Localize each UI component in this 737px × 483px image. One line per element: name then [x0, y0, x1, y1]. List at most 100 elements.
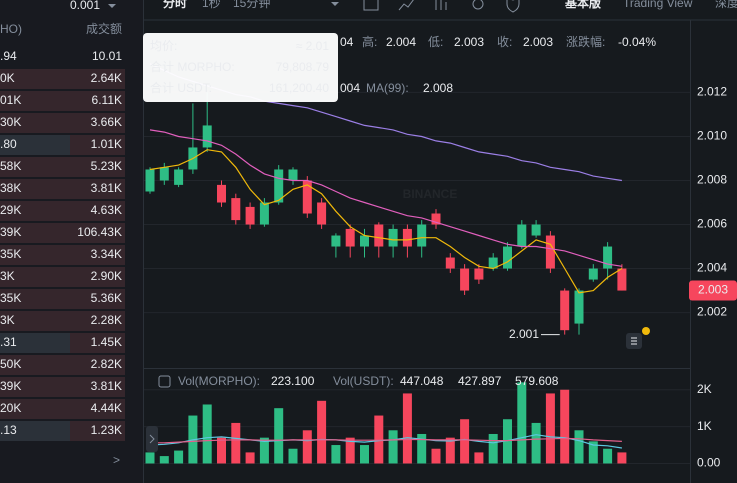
row-amount: 1.45K	[91, 335, 122, 349]
row-amount: 5.23K	[91, 159, 122, 173]
candle-body	[345, 228, 355, 247]
depth-bar	[0, 289, 125, 309]
volume-bar	[517, 382, 527, 464]
row-price: 58K	[0, 159, 21, 173]
notification-dot	[642, 327, 650, 335]
volume-bar	[388, 430, 398, 464]
row-price: 50K	[0, 357, 21, 371]
row-amount: 6.11K	[92, 93, 122, 107]
row-price: 01K	[0, 93, 21, 107]
row-amount: 1.01K	[91, 137, 122, 151]
volume-bar	[159, 456, 169, 464]
volume-bar	[302, 430, 312, 464]
row-highlight	[0, 135, 70, 155]
dropdown-arrow[interactable]	[108, 4, 116, 8]
volume-bar	[274, 408, 284, 464]
view-tab[interactable]: Trading View	[623, 0, 693, 10]
tooltip-value: 161,200.40	[269, 81, 329, 95]
candle-body	[488, 257, 498, 269]
candle-body	[460, 268, 470, 291]
candle-body	[274, 169, 284, 203]
row-amount: 3.81K	[91, 181, 122, 195]
more-button[interactable]: >	[113, 453, 120, 467]
row-price: .94	[0, 49, 17, 63]
tool-icon[interactable]	[506, 0, 520, 13]
depth-bar	[0, 179, 125, 199]
tooltip-label: 合计 USDT:	[150, 80, 212, 95]
candle-body	[174, 169, 184, 185]
volume-bar	[545, 393, 555, 464]
tab[interactable]: 15分钟	[233, 0, 270, 10]
open-value: 04	[340, 35, 354, 49]
column-header: HO)	[0, 22, 22, 36]
tab[interactable]: 1秒	[202, 0, 221, 10]
depth-bar	[0, 399, 125, 419]
depth-bar	[0, 69, 125, 89]
tooltip-value: 79,808.79	[276, 60, 330, 74]
candle-body	[217, 184, 226, 203]
candle-body	[231, 198, 241, 221]
step-select[interactable]: 0.001	[70, 0, 100, 12]
candle-body	[331, 235, 341, 247]
candle-body	[302, 180, 312, 214]
volume-bar	[560, 389, 570, 464]
row-price: .80	[0, 137, 17, 151]
change-label: 涨跌幅:	[566, 34, 605, 49]
ma99-value: 2.008	[423, 81, 453, 95]
row-price: 35K	[0, 291, 21, 305]
order-book-rows: .94 10.01 0K 2.64K 01K 6.11K 30K 3.66K .80 1.01K 5…	[0, 49, 125, 441]
note-icon-lines[interactable]	[631, 337, 637, 345]
candle-body	[159, 167, 169, 181]
candle-body	[560, 290, 570, 331]
chart-layer: BINANCE 2.012 2.010 2.008 2.006 2.004 2.002 2.0…	[144, 63, 737, 470]
row-amount: 3.66K	[91, 115, 122, 129]
low-label: 2.001	[509, 327, 539, 341]
row-highlight	[0, 333, 70, 353]
row-amount: 2.82K	[91, 357, 122, 371]
tooltip-box	[143, 33, 338, 102]
volume-bar	[217, 437, 226, 464]
view-tab[interactable]: 基本版	[564, 0, 601, 10]
collapse-arrow[interactable]	[149, 434, 155, 444]
low-label: 低:	[428, 35, 443, 49]
candle-body	[388, 228, 398, 247]
y-tick-label: 2.010	[697, 129, 727, 143]
collapse-button[interactable]	[146, 426, 158, 452]
row-price: 30K	[0, 115, 21, 129]
tool-icon[interactable]	[435, 0, 447, 10]
candle-body	[360, 235, 369, 247]
y-tick-label: 2.008	[697, 173, 727, 187]
volume-ma-value: 427.897	[458, 374, 502, 388]
row-price: .31	[0, 335, 17, 349]
y-tick-label: 2.002	[697, 305, 727, 319]
row-amount: 1.23K	[91, 423, 122, 437]
tool-icon[interactable]	[398, 0, 414, 11]
row-price: 38K	[0, 181, 21, 195]
depth-bar	[0, 355, 125, 375]
volume-ma-line	[150, 437, 622, 444]
view-tab[interactable]: 深度	[715, 0, 737, 10]
row-amount: 3.81K	[91, 379, 122, 393]
row-price: 3K	[0, 313, 15, 327]
volume-bar	[345, 437, 355, 464]
ma99-label: MA(99):	[366, 81, 409, 95]
volume-bar	[603, 448, 613, 464]
volume-bar	[417, 433, 427, 464]
legend-toggle[interactable]	[158, 375, 171, 388]
volume-bar	[488, 433, 498, 464]
tab[interactable]: 分时	[163, 0, 187, 10]
candle-body	[374, 224, 384, 247]
volume-value: 223.100	[271, 374, 315, 388]
tool-icon[interactable]	[472, 0, 484, 10]
y-tick-label: 2.004	[697, 261, 727, 275]
y-tick-label: 2.006	[697, 217, 727, 231]
depth-bar	[0, 245, 125, 265]
volume-bar	[145, 452, 155, 464]
ma-line	[149, 129, 622, 267]
volume-bar	[474, 452, 484, 464]
depth-bar	[0, 113, 125, 133]
dropdown-arrow[interactable]	[331, 2, 339, 6]
tool-icon[interactable]	[363, 0, 379, 11]
row-amount: 3.34K	[91, 247, 122, 261]
